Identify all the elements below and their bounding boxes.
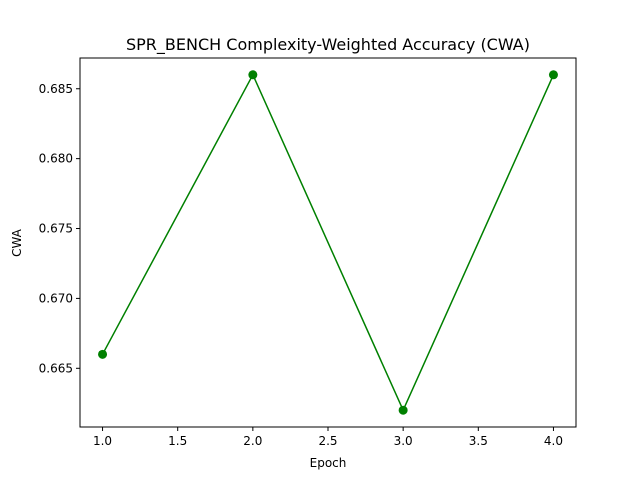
data-point	[398, 405, 408, 415]
x-tick-label: 3.5	[469, 434, 488, 448]
y-tick-label: 0.665	[39, 361, 73, 375]
data-point	[98, 349, 108, 359]
x-axis: 1.0 1.5 2.0 2.5 3.0 3.5 4.0	[93, 427, 563, 448]
x-tick-label: 2.5	[318, 434, 337, 448]
y-axis: 0.665 0.670 0.675 0.680 0.685	[39, 82, 80, 375]
x-axis-label: Epoch	[310, 456, 347, 470]
y-tick-label: 0.670	[39, 291, 73, 305]
series-line	[101, 73, 555, 413]
data-point	[248, 70, 258, 80]
x-tick-label: 3.0	[394, 434, 413, 448]
y-tick-label: 0.680	[39, 152, 73, 166]
y-tick-label: 0.685	[39, 82, 73, 96]
x-tick-label: 1.0	[93, 434, 112, 448]
data-point	[548, 70, 558, 80]
chart-title: SPR_BENCH Complexity-Weighted Accuracy (…	[126, 35, 530, 55]
series-layer	[98, 70, 558, 415]
y-tick-label: 0.675	[39, 222, 73, 236]
x-tick-label: 2.0	[243, 434, 262, 448]
x-tick-label: 4.0	[544, 434, 563, 448]
x-tick-label: 1.5	[168, 434, 187, 448]
y-axis-label: CWA	[10, 228, 24, 257]
